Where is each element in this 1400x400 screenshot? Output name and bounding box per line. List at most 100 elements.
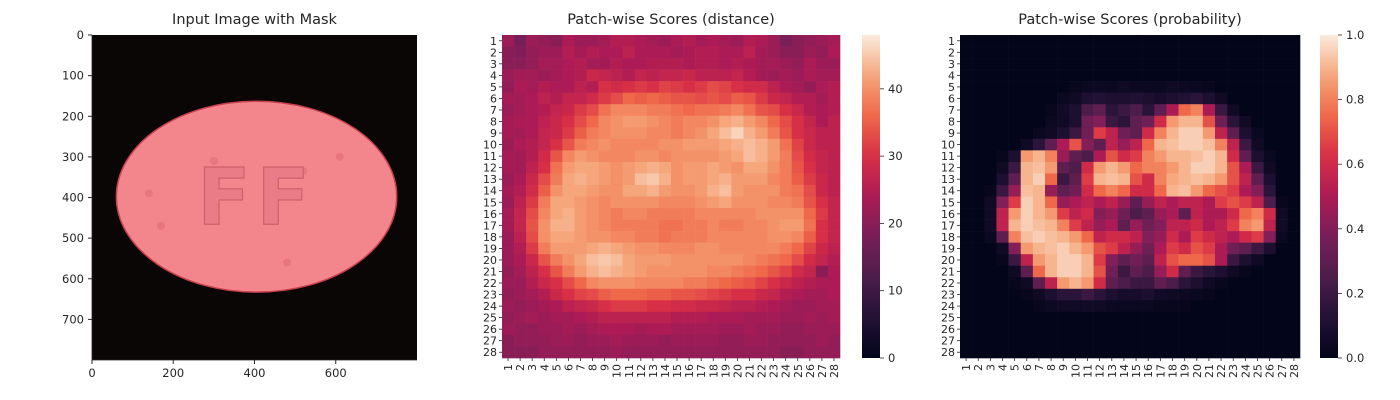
heatmap-cell bbox=[586, 231, 599, 243]
heatmap-cell bbox=[1215, 288, 1228, 301]
heatmap-cell bbox=[671, 300, 684, 313]
heatmap-cell bbox=[1045, 208, 1058, 220]
heatmap-cell bbox=[538, 127, 551, 140]
heatmap-cell bbox=[1130, 242, 1143, 255]
heatmap-cell bbox=[574, 311, 587, 324]
heatmap-cell bbox=[1263, 81, 1277, 93]
heatmap-cell bbox=[514, 254, 527, 267]
heatmap-cell bbox=[803, 300, 817, 313]
heatmap-cell bbox=[634, 161, 648, 174]
heatmap-cell bbox=[646, 254, 660, 267]
heatmap-cell bbox=[779, 311, 793, 324]
heatmap-cell bbox=[1239, 196, 1252, 209]
heatmap-cell bbox=[779, 288, 793, 301]
heatmap-cell bbox=[1057, 35, 1070, 47]
heatmap-cell bbox=[827, 69, 841, 82]
heatmap-cell bbox=[538, 173, 551, 186]
heatmap-cell bbox=[743, 300, 756, 313]
heatmap-cell bbox=[743, 288, 756, 301]
heatmap-cell bbox=[996, 92, 1009, 105]
heatmap-cell bbox=[1287, 288, 1301, 301]
heatmap-cell bbox=[586, 208, 599, 220]
heatmap-cell bbox=[1251, 254, 1264, 267]
heatmap-cell bbox=[1032, 265, 1046, 278]
heatmap-cell bbox=[779, 254, 793, 267]
heatmap-cell bbox=[1227, 138, 1240, 151]
heatmap-cell bbox=[1057, 58, 1070, 70]
heatmap-cell bbox=[731, 46, 744, 59]
heatmap-cell bbox=[1008, 277, 1022, 290]
heatmap-cell bbox=[972, 184, 985, 197]
heatmap-cell bbox=[1142, 81, 1155, 93]
heatmap-cell bbox=[1178, 115, 1192, 128]
x-tick-label: 15 bbox=[671, 364, 684, 378]
heatmap-cell bbox=[1093, 81, 1107, 93]
heatmap-cell bbox=[586, 196, 599, 209]
heatmap-cell bbox=[1057, 288, 1070, 301]
heatmap-cell bbox=[1227, 69, 1240, 82]
heatmap-cell bbox=[1032, 300, 1046, 313]
heatmap-cell bbox=[791, 127, 805, 140]
heatmap-cell bbox=[1166, 104, 1179, 117]
heatmap-cell bbox=[1117, 300, 1131, 313]
heatmap-cell bbox=[526, 104, 539, 117]
heatmap-cell bbox=[984, 300, 997, 313]
heatmap-cell bbox=[1287, 208, 1301, 220]
heatmap-cell bbox=[1215, 277, 1228, 290]
heatmap-cell bbox=[779, 46, 793, 59]
y-tick-label: 26 bbox=[483, 323, 497, 336]
heatmap-cell bbox=[514, 265, 527, 278]
heatmap-cell bbox=[646, 323, 660, 336]
heatmap-cell bbox=[1069, 334, 1082, 347]
heatmap-cell bbox=[610, 184, 624, 197]
heatmap-cell bbox=[574, 69, 587, 82]
heatmap-cell bbox=[1251, 219, 1264, 232]
heatmap-cell bbox=[1057, 69, 1070, 82]
heatmap-cell bbox=[1045, 46, 1058, 59]
heatmap-cell bbox=[1154, 69, 1167, 82]
x-tick-label: 19 bbox=[1179, 364, 1192, 378]
heatmap-cell bbox=[1239, 277, 1252, 290]
heatmap-cell bbox=[658, 196, 672, 209]
heatmap-cell bbox=[996, 173, 1009, 186]
heatmap-cell bbox=[586, 127, 599, 140]
heatmap-cell bbox=[1081, 254, 1094, 267]
heatmap-cell bbox=[622, 161, 636, 174]
heatmap-cell bbox=[767, 58, 780, 70]
heatmap-cell bbox=[526, 242, 539, 255]
y-tick-label: 15 bbox=[941, 196, 955, 209]
y-tick-label: 7 bbox=[948, 104, 955, 117]
x-tick-label: 22 bbox=[1215, 364, 1228, 378]
heatmap-cell bbox=[984, 69, 997, 82]
heatmap-cell bbox=[1287, 219, 1301, 232]
heatmap-cell bbox=[719, 323, 732, 336]
heatmap-cell bbox=[562, 104, 575, 117]
heatmap-cell bbox=[610, 265, 624, 278]
heatmap-cell bbox=[526, 346, 539, 359]
heatmap-cell bbox=[1130, 254, 1143, 267]
heatmap-cell bbox=[538, 115, 551, 128]
heatmap-cell bbox=[960, 104, 973, 117]
heatmap-cell bbox=[622, 219, 636, 232]
heatmap-cell bbox=[767, 219, 780, 232]
heatmap-cell bbox=[1202, 300, 1216, 313]
heatmap-cell bbox=[1154, 265, 1167, 278]
heatmap-cell bbox=[658, 288, 672, 301]
heatmap-cell bbox=[827, 323, 841, 336]
heatmap-cell bbox=[574, 254, 587, 267]
heatmap-cell bbox=[1093, 173, 1107, 186]
heatmap-cell bbox=[574, 242, 587, 255]
heatmap-cell bbox=[1020, 288, 1034, 301]
heatmap-cell bbox=[996, 277, 1009, 290]
heatmap-cell bbox=[562, 323, 575, 336]
x-tick-label: 1 bbox=[502, 364, 515, 371]
heatmap-cell bbox=[1287, 334, 1301, 347]
heatmap-cell bbox=[538, 242, 551, 255]
heatmap-cell bbox=[791, 92, 805, 105]
heatmap-cell bbox=[1069, 323, 1082, 336]
heatmap-cell bbox=[1215, 104, 1228, 117]
heatmap-cell bbox=[960, 184, 973, 197]
heatmap-cell bbox=[827, 150, 841, 163]
heatmap-cell bbox=[574, 288, 587, 301]
y-tick-label: 21 bbox=[483, 265, 497, 278]
